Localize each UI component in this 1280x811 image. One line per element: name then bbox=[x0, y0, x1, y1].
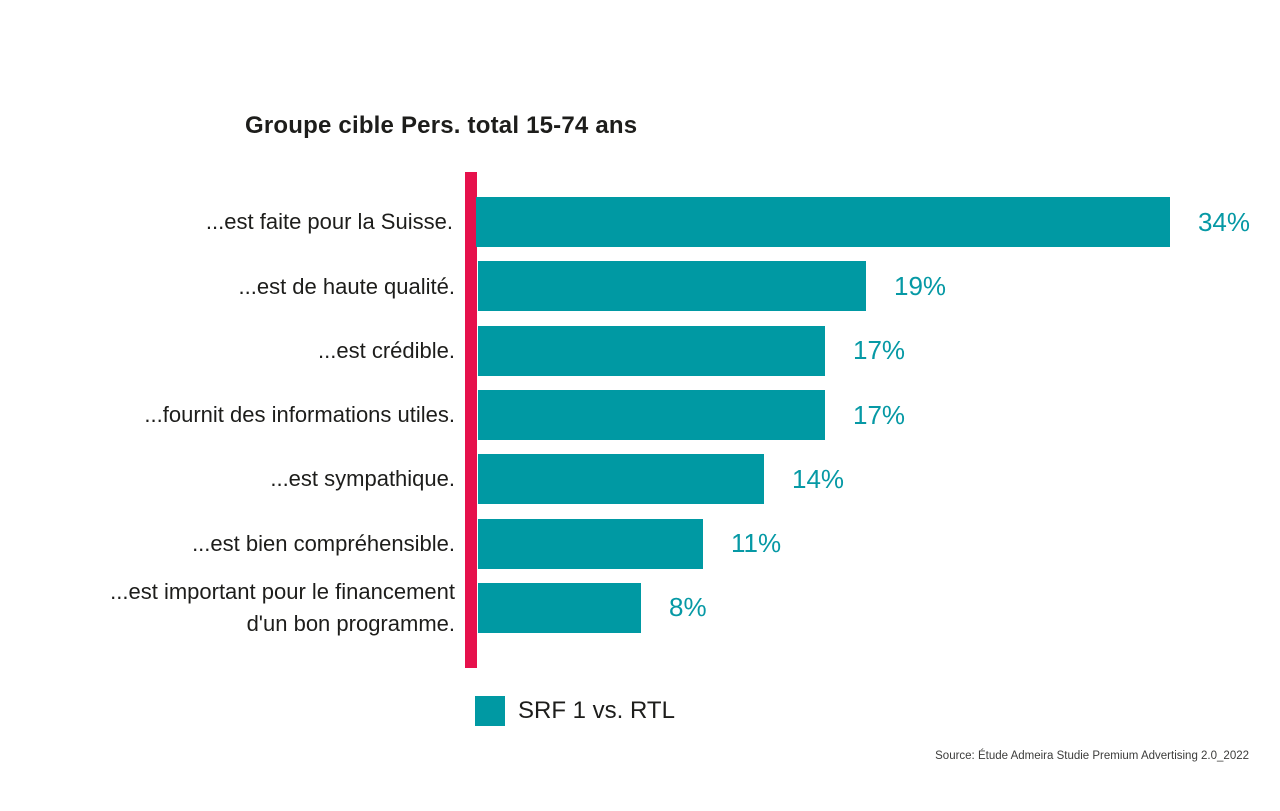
category-label: ...est de haute qualité. bbox=[238, 273, 456, 299]
chart-row: ...est important pour le financement d'u… bbox=[65, 576, 1250, 640]
bar bbox=[478, 325, 825, 376]
category-label: ...est crédible. bbox=[318, 337, 455, 363]
source-caption: Source: Étude Admeira Studie Premium Adv… bbox=[935, 750, 1249, 762]
category-label: ...est faite pour la Suisse. bbox=[205, 209, 453, 235]
legend-label: SRF 1 vs. RTL bbox=[518, 697, 675, 724]
bar bbox=[478, 518, 703, 569]
chart-row: ...fournit des informations utiles. 17% bbox=[65, 383, 1250, 447]
chart-row: ...est crédible. 17% bbox=[65, 319, 1250, 383]
y-axis-line bbox=[465, 172, 477, 668]
value-label: 17% bbox=[853, 399, 906, 430]
category-label: ...fournit des informations utiles. bbox=[144, 402, 455, 428]
bar bbox=[475, 197, 1170, 248]
category-label: ...est important pour le financement d'u… bbox=[110, 579, 455, 636]
category-label: ...est bien compréhensible. bbox=[192, 530, 455, 556]
legend: SRF 1 vs. RTL bbox=[475, 696, 675, 726]
value-label: 8% bbox=[669, 592, 707, 623]
bar bbox=[478, 390, 825, 441]
bar bbox=[478, 261, 866, 312]
chart-row: ...est bien compréhensible. 11% bbox=[65, 511, 1250, 575]
chart-row: ...est de haute qualité. 19% bbox=[65, 254, 1250, 318]
category-label: ...est sympathique. bbox=[270, 466, 455, 492]
bar-chart: ...est faite pour la Suisse. 34% ...est … bbox=[65, 190, 1250, 640]
legend-swatch bbox=[475, 696, 505, 726]
chart-row: ...est faite pour la Suisse. 34% bbox=[65, 190, 1250, 254]
value-label: 11% bbox=[731, 528, 782, 559]
chart-title: Groupe cible Pers. total 15-74 ans bbox=[245, 112, 638, 139]
bar bbox=[478, 454, 764, 505]
value-label: 17% bbox=[853, 335, 906, 366]
chart-row: ...est sympathique. 14% bbox=[65, 447, 1250, 511]
value-label: 19% bbox=[894, 270, 947, 301]
value-label: 34% bbox=[1197, 206, 1250, 237]
bar bbox=[478, 582, 641, 633]
value-label: 14% bbox=[792, 463, 845, 494]
